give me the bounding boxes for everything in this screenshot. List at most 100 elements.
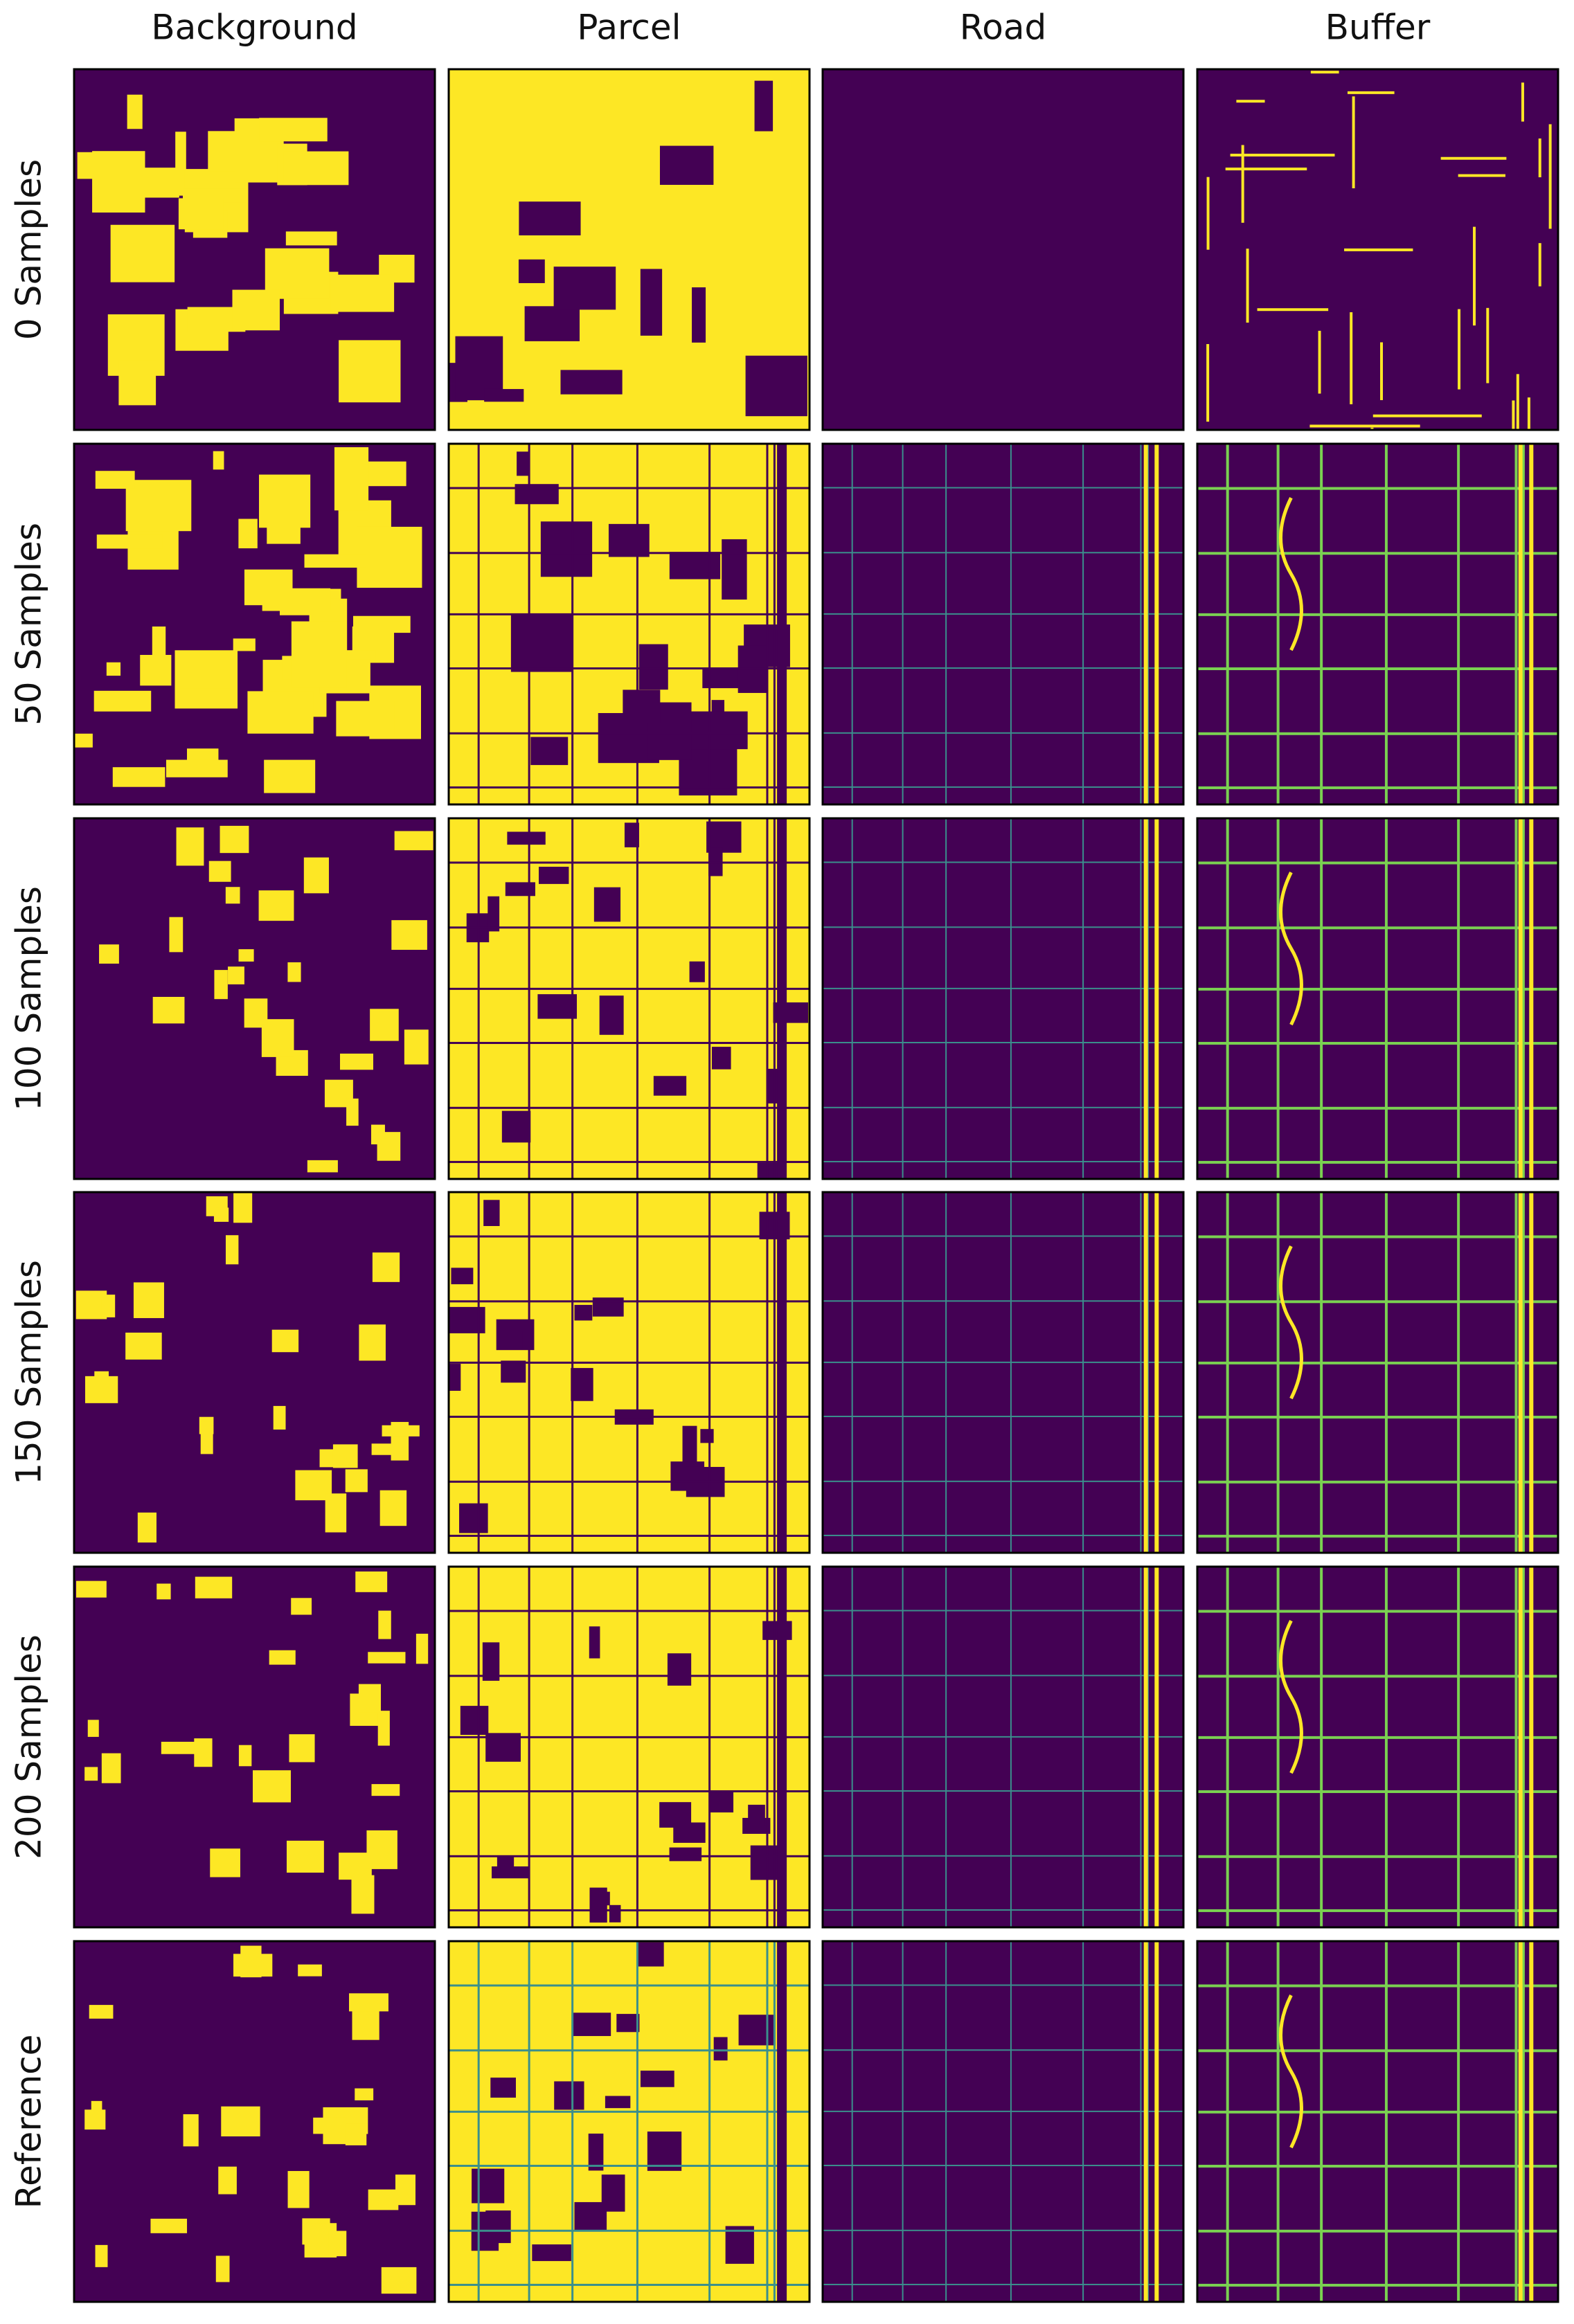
region <box>332 1444 358 1468</box>
region <box>313 2117 349 2134</box>
panel-frame <box>821 1940 1185 2303</box>
region <box>183 2114 199 2147</box>
region <box>689 961 705 982</box>
road <box>1010 1567 1012 1927</box>
region <box>709 1791 734 1813</box>
region <box>287 962 301 982</box>
road <box>823 732 1183 734</box>
edge <box>1372 414 1482 417</box>
region <box>137 1512 156 1543</box>
region <box>608 523 650 557</box>
boundary <box>528 1192 530 1553</box>
region <box>247 691 314 734</box>
region <box>118 360 156 406</box>
panel-frame <box>821 442 1185 806</box>
road <box>1197 667 1558 671</box>
boundary <box>477 1567 480 1927</box>
edge <box>1370 427 1374 430</box>
region <box>238 1745 252 1767</box>
region <box>258 890 294 921</box>
region <box>738 2015 776 2046</box>
road <box>1010 818 1012 1179</box>
region <box>271 1329 299 1353</box>
panel-frame <box>73 1191 436 1554</box>
column-header: Road <box>960 8 1046 48</box>
edge <box>1344 248 1413 251</box>
region <box>745 355 807 417</box>
road <box>1197 487 1558 490</box>
road <box>1226 1941 1229 2302</box>
road <box>902 1567 904 1927</box>
region <box>539 867 569 884</box>
boundary <box>766 1192 769 1553</box>
road <box>823 1984 1183 1986</box>
edge <box>1225 168 1307 171</box>
column-header: Buffer <box>1325 8 1431 48</box>
region <box>200 1421 213 1454</box>
panel-frame <box>447 1565 811 1929</box>
edge <box>1230 154 1335 157</box>
edge <box>1310 71 1339 74</box>
region <box>593 887 621 922</box>
edge <box>1257 308 1329 312</box>
panel-background <box>74 1192 435 1553</box>
region <box>571 1368 593 1401</box>
road <box>851 1567 853 1927</box>
edge <box>1206 343 1210 422</box>
region <box>357 526 422 588</box>
region <box>225 887 240 904</box>
panel-frame <box>447 817 811 1180</box>
region <box>588 2133 604 2171</box>
edge <box>1241 145 1244 223</box>
region <box>76 1580 107 1598</box>
region <box>210 1848 240 1877</box>
highway <box>1518 1941 1523 2302</box>
region <box>750 1845 780 1880</box>
road <box>1320 1192 1323 1553</box>
region <box>330 274 395 312</box>
road <box>823 1610 1183 1612</box>
road <box>1197 552 1558 555</box>
region <box>484 388 524 402</box>
region <box>524 306 580 341</box>
region <box>195 1576 233 1598</box>
panel <box>447 1191 811 1554</box>
panel <box>821 1940 1185 2303</box>
region <box>659 145 714 186</box>
edge <box>1458 309 1461 390</box>
panel <box>73 1191 436 1554</box>
road <box>1082 1192 1084 1553</box>
highway <box>1518 1192 1523 1553</box>
panel-content <box>1197 1192 1558 1553</box>
region <box>325 1493 347 1533</box>
panel <box>447 442 811 806</box>
boundary <box>766 818 769 1179</box>
road <box>1197 1909 1558 1912</box>
region <box>238 949 254 962</box>
road <box>823 613 1183 615</box>
region <box>238 519 258 549</box>
panel-background <box>1197 1941 1558 2302</box>
region <box>87 1720 99 1737</box>
panel-frame <box>821 68 1185 431</box>
region <box>351 1875 375 1914</box>
region <box>95 2244 108 2267</box>
road <box>945 444 947 804</box>
highway <box>777 444 787 804</box>
boundary <box>449 1361 810 1364</box>
region <box>304 554 366 568</box>
boundary <box>449 1790 810 1793</box>
region <box>483 1200 500 1227</box>
boundary <box>708 444 711 804</box>
region <box>156 1583 171 1600</box>
boundary <box>449 1042 810 1045</box>
edge <box>1473 226 1476 326</box>
canal <box>1279 872 1303 1026</box>
panel-frame <box>73 68 436 431</box>
region <box>395 2174 416 2206</box>
road <box>1226 818 1229 1179</box>
road <box>823 987 1183 989</box>
region <box>233 1192 253 1223</box>
edge <box>1486 307 1490 384</box>
panel-content <box>1197 1941 1558 2302</box>
